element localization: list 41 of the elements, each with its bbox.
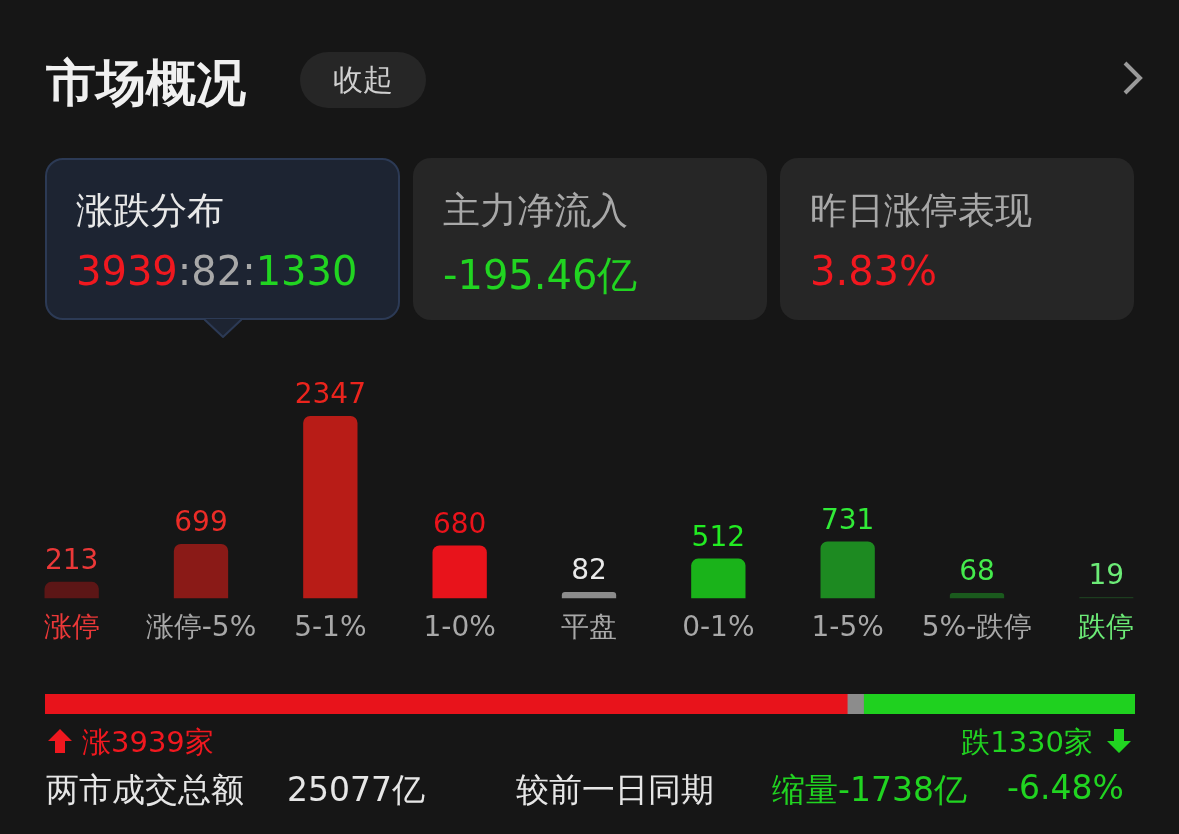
x-tick-label: 1-0% [423,610,496,644]
text: 两市成交总额 [46,769,244,811]
text: 主力净流入 [443,188,628,234]
data-label: 680 [432,506,487,540]
bar [303,415,358,599]
data-label: 699 [174,505,228,539]
bar [44,581,99,599]
text: 收起 [300,52,426,108]
text: 昨日涨停表现 [810,188,1032,234]
bar [432,545,487,599]
x-tick-label: 涨停 [43,610,100,644]
text: -6.48% [1007,768,1124,807]
x-tick-label: 5%-跌停 [921,610,1033,644]
text: 3939:82:1330 [76,248,358,294]
data-label: 731 [820,502,875,536]
x-tick-label: 5-1% [294,610,367,644]
x-tick-label: 跌停 [1078,610,1135,644]
text: 跌1330家 [961,724,1093,761]
x-tick-label: 1-5% [811,610,884,644]
text: 25077亿 [287,769,425,811]
text: -195.46亿 [443,251,638,300]
text: 涨跌分布 [76,188,224,234]
bar [173,544,229,599]
bar [820,541,875,599]
x-tick-label: 平盘 [561,610,617,644]
text: 3.83% [810,248,938,294]
data-label: 512 [691,519,746,553]
data-label: 82 [571,553,607,587]
data-label: 68 [959,554,995,588]
bar [949,593,1005,599]
text: 较前一日同期 [516,769,714,811]
chart-title: 市场概况 [46,53,246,114]
data-label: 2347 [294,377,366,411]
x-tick-label: 0-1% [682,610,755,644]
data-label: 19 [1088,558,1125,592]
bar [561,592,617,599]
bar [691,558,746,599]
text: 涨3939家 [82,724,214,761]
x-tick-label: 涨停-5% [145,610,257,644]
text: 缩量-1738亿 [772,769,967,811]
data-label: 213 [44,543,99,577]
